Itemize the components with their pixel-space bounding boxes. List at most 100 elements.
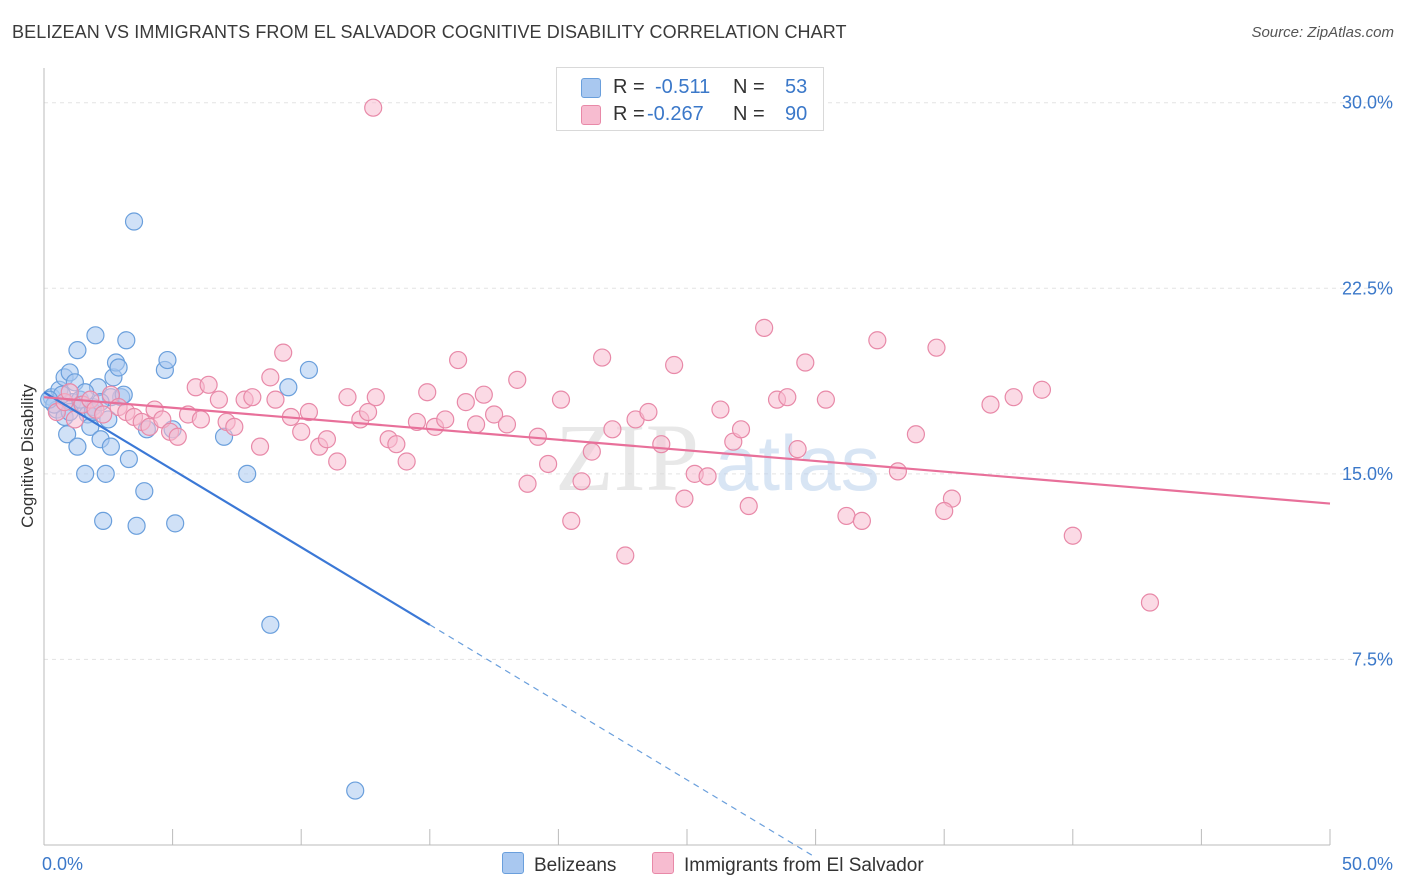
grid-lines xyxy=(44,102,1392,660)
legend-swatch-el-salvador xyxy=(581,105,601,125)
data-point xyxy=(279,378,298,397)
data-point xyxy=(508,370,527,389)
source-label: Source: ZipAtlas.com xyxy=(1251,24,1394,41)
data-point xyxy=(366,388,385,407)
data-point xyxy=(127,516,146,535)
tick-labels: 7.5% 15.0% 22.5% 30.0% 0.0% 50.0% xyxy=(42,93,1393,874)
data-point xyxy=(109,358,128,377)
chart-title: BELIZEAN VS IMMIGRANTS FROM EL SALVADOR … xyxy=(12,22,847,42)
data-point xyxy=(497,415,517,434)
data-point xyxy=(603,420,622,439)
data-point xyxy=(191,410,210,429)
data-point xyxy=(1063,526,1082,545)
x-tick-label: 0.0% xyxy=(42,854,83,874)
data-point xyxy=(888,462,908,481)
y-axis-title: Cognitive Disability xyxy=(18,384,37,528)
data-point xyxy=(364,98,383,117)
legend-label-belizeans: Belizeans xyxy=(534,855,617,876)
data-point xyxy=(788,440,807,459)
data-point xyxy=(338,388,357,407)
data-point xyxy=(199,375,218,394)
legend-r-label: R = xyxy=(613,103,645,125)
data-point xyxy=(485,405,504,424)
data-point xyxy=(868,331,887,350)
data-point xyxy=(317,430,337,449)
data-point xyxy=(358,402,378,422)
data-point xyxy=(117,331,136,350)
trend-lines xyxy=(43,391,1331,858)
data-point xyxy=(778,388,797,407)
bottom-legend-belizeans[interactable]: Belizeans xyxy=(502,852,616,877)
data-point xyxy=(852,511,871,530)
data-point xyxy=(755,318,774,337)
legend-n-label: N = xyxy=(733,76,765,98)
data-point xyxy=(906,425,926,444)
trend-line-el-salvador xyxy=(43,396,1331,505)
legend-r-label: R = xyxy=(613,76,645,98)
data-point xyxy=(572,472,591,491)
data-point xyxy=(639,402,658,422)
y-tick-label: 22.5% xyxy=(1342,278,1393,298)
data-point xyxy=(397,452,416,471)
data-point xyxy=(209,390,228,409)
data-point xyxy=(292,422,311,441)
data-point xyxy=(927,338,946,357)
data-point xyxy=(665,355,684,375)
data-point xyxy=(101,437,120,456)
watermark: ZIP atlas xyxy=(555,404,880,511)
data-point xyxy=(837,506,856,526)
data-point xyxy=(299,402,319,422)
data-point xyxy=(562,511,581,530)
series-belizeans xyxy=(40,212,365,800)
data-point xyxy=(158,350,177,370)
legend-swatch-belizeans xyxy=(502,852,524,874)
data-point xyxy=(816,390,835,409)
data-point xyxy=(261,368,280,387)
y-tick-label: 7.5% xyxy=(1352,649,1393,669)
legend-r-value: -0.267 xyxy=(647,103,704,125)
data-point xyxy=(935,501,954,521)
data-point xyxy=(299,360,319,380)
data-point xyxy=(274,343,293,362)
data-point xyxy=(166,514,185,533)
data-point xyxy=(96,464,115,483)
data-point xyxy=(1004,388,1023,407)
data-point xyxy=(135,482,154,501)
data-point xyxy=(518,474,537,493)
axes xyxy=(43,68,1331,846)
data-point xyxy=(1140,593,1160,612)
legend-row-el-salvador: R = -0.267 N = 90 xyxy=(557,101,823,127)
data-point xyxy=(86,326,105,345)
data-point xyxy=(124,212,144,231)
data-point xyxy=(68,437,87,456)
series-el-salvador xyxy=(47,98,1160,612)
data-point xyxy=(387,435,406,454)
x-tick-label: 50.0% xyxy=(1342,854,1393,874)
y-tick-label: 30.0% xyxy=(1342,93,1393,113)
data-point xyxy=(593,348,612,367)
data-point xyxy=(60,383,79,402)
trend-line-belizeans-extension xyxy=(429,624,816,858)
legend-swatch-el-salvador xyxy=(652,852,674,874)
data-point xyxy=(58,425,77,444)
data-point xyxy=(739,496,758,516)
legend-row-belizeans: R = -0.511 N = 53 xyxy=(557,74,823,100)
correlation-legend: R = -0.511 N = 53 R = -0.267 N = 90 xyxy=(556,67,824,131)
legend-swatch-belizeans xyxy=(581,78,601,98)
data-point xyxy=(551,390,571,409)
data-point xyxy=(243,388,262,407)
data-point xyxy=(456,393,475,412)
data-point xyxy=(436,410,455,429)
data-point xyxy=(796,353,815,372)
data-point xyxy=(466,415,486,434)
data-point xyxy=(711,400,730,419)
data-point xyxy=(616,546,635,565)
data-point xyxy=(539,454,558,474)
legend-n-value: 53 xyxy=(785,76,808,98)
data-point xyxy=(582,442,601,461)
data-point xyxy=(731,420,751,439)
y-tick-label: 15.0% xyxy=(1342,464,1393,484)
data-point xyxy=(652,435,671,454)
bottom-legend-el-salvador[interactable]: Immigrants from El Salvador xyxy=(652,852,924,877)
